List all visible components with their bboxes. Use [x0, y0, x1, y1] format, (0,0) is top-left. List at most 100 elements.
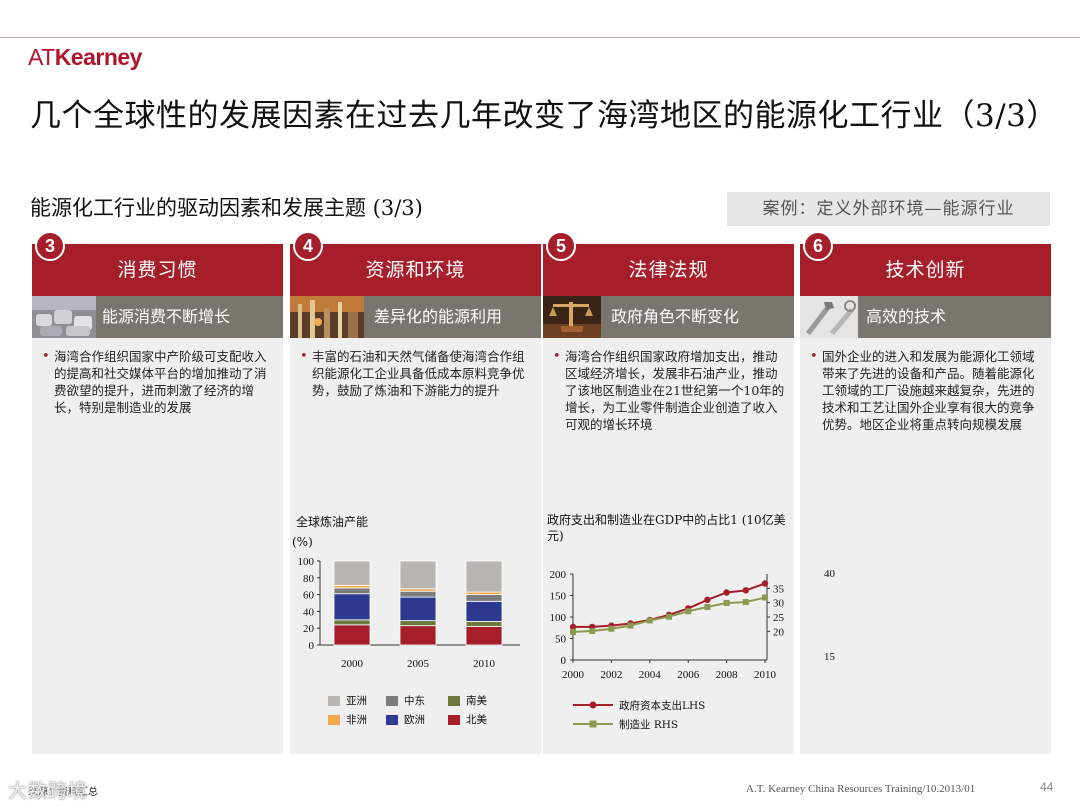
source-note: 来源：资料汇总: [28, 787, 98, 798]
column-subheading: 政府角色不断变化: [611, 307, 740, 326]
column-number-badge: 6: [803, 231, 833, 261]
x-tick-label: 2008: [716, 669, 739, 681]
y-left-tick-label: 150: [550, 591, 567, 603]
y-right-tick-label: 35: [773, 583, 785, 595]
legend-label: 中东: [404, 695, 425, 707]
refinery-photo: [290, 296, 364, 338]
legend-swatch-gov-spending: [573, 701, 613, 709]
refining-chart-title: 全球炼油产能: [296, 515, 369, 529]
column-number-badge: 3: [35, 231, 65, 261]
y-tick-label: 40: [303, 606, 315, 618]
driver-column-consumption: 3 消费习惯 能源消费不断增长 海湾合作组织国家中产阶级可支配收入的提高和社交媒…: [32, 231, 283, 754]
y-tick-label: 20: [303, 623, 315, 635]
y-tick-label: 100: [298, 556, 315, 568]
column-subheading-bar: 差异化的能源利用: [290, 296, 541, 338]
column-subheading-bar: 政府角色不断变化: [543, 296, 794, 338]
bar-segment: [465, 600, 503, 622]
y-right-tick-label: 30: [773, 598, 785, 610]
top-divider: [0, 37, 1080, 38]
legend-swatch-europe: [386, 715, 398, 725]
traffic-cars-photo: [32, 296, 96, 338]
legend-label: 政府资本支出LHS: [619, 700, 706, 712]
x-tick-label: 2004: [639, 669, 662, 681]
orphan-tick-label: 40: [824, 568, 835, 580]
bar-segment: [333, 624, 371, 646]
legend-label: 欧洲: [404, 714, 425, 726]
y-right-tick-label: 25: [773, 612, 785, 624]
legend-swatch-middle-east: [386, 696, 398, 706]
data-point: [569, 623, 577, 631]
x-tick-label: 2010: [473, 658, 496, 670]
legend-label: 亚洲: [346, 695, 367, 707]
legend-swatch-north-america: [448, 715, 460, 725]
driver-column-technology: 6 技术创新 高效的技术 国外企业的进入和发展为能源化工领域带来了先进的设备和产…: [800, 231, 1051, 754]
legend-label: 非洲: [346, 714, 367, 726]
bar-segment: [465, 560, 503, 593]
legend-swatch-manufacturing: [573, 720, 613, 728]
gavel-scales-photo: [543, 296, 601, 338]
bar-segment: [465, 621, 503, 627]
slide-subtitle: 能源化工行业的驱动因素和发展主题 (3/3): [30, 196, 423, 220]
column-heading: 消费习惯: [32, 244, 283, 296]
x-tick-label: 2000: [562, 669, 585, 681]
column-subheading-bar: 能源消费不断增长: [32, 296, 283, 338]
column-heading: 技术创新: [800, 244, 1051, 296]
spending-manufacturing-chart: 0 50 100 150 200 20 25 30 35 2000 2002 2004 2006 2008…: [550, 569, 785, 681]
data-point: [723, 589, 730, 596]
column-subheading: 能源消费不断增长: [102, 307, 231, 326]
bar-segment: [333, 619, 371, 626]
y-left-tick-label: 0: [561, 655, 567, 667]
series-line: [573, 582, 766, 628]
legend-swatch-south-america: [448, 696, 460, 706]
data-point: [685, 608, 692, 615]
x-tick-label: 2000: [341, 658, 364, 670]
column-subheading-bar: 高效的技术: [800, 296, 1051, 338]
bar-segment: [333, 587, 371, 595]
bar-segment: [465, 594, 503, 602]
legend-label: 制造业 RHS: [619, 719, 679, 731]
slide-title: 几个全球性的发展因素在过去几年改变了海湾地区的能源化工行业（3/3）: [30, 98, 1058, 134]
driver-column-regulation: 5 法律法规 政府角色不断变化 海湾合作组织国家政府增加支出，推动区域经济增长，…: [543, 231, 794, 754]
y-tick-label: 60: [303, 590, 315, 602]
tools-photo: [800, 296, 858, 338]
refining-chart-ylabel: (%): [292, 535, 313, 549]
column-heading: 法律法规: [543, 244, 794, 296]
data-point: [723, 599, 730, 606]
data-point: [608, 625, 615, 632]
data-point: [761, 580, 769, 587]
bar-segment: [399, 620, 437, 627]
legend-label: 北美: [466, 714, 487, 726]
y-left-tick-label: 50: [555, 634, 567, 646]
bar-segment: [399, 596, 437, 622]
data-point: [762, 594, 768, 601]
column-bullet: 丰富的石油和天然气储备使海湾合作组织能源化工企业具备低成本原料竞争优势，鼓励了炼…: [300, 348, 532, 399]
legend-swatch-africa: [328, 715, 340, 725]
data-point: [570, 628, 576, 635]
column-heading: 资源和环境: [290, 244, 541, 296]
bar-segment: [333, 560, 371, 586]
bar-segment: [399, 625, 437, 646]
driver-column-resources: 4 资源和环境 差异化的能源利用 丰富的石油和天然气储备使海湾合作组织能源化工企…: [290, 231, 541, 754]
column-bullet: 海湾合作组织国家中产阶级可支配收入的提高和社交媒体平台的增加推动了消费欲望的提升…: [42, 348, 274, 416]
company-logo: ATKearney: [28, 44, 142, 70]
column-bullet: 海湾合作组织国家政府增加支出，推动区域经济增长，发展非石油产业，推动了该地区制造…: [553, 348, 785, 433]
data-point: [704, 603, 711, 610]
spending-chart-title: 政府支出和制造业在GDP中的占比1 (10亿美元): [547, 513, 786, 543]
x-tick-label: 2006: [677, 669, 700, 681]
column-number-badge: 4: [293, 231, 323, 261]
x-tick-label: 2010: [754, 669, 777, 681]
data-point: [666, 613, 672, 620]
data-point: [589, 628, 596, 635]
x-tick-label: 2002: [600, 669, 622, 681]
bar-segment: [399, 590, 437, 598]
y-left-tick-label: 100: [550, 612, 567, 624]
y-tick-label: 0: [309, 640, 315, 652]
y-left-tick-label: 200: [550, 569, 567, 581]
bar-segment: [399, 560, 437, 590]
bar-segment: [465, 626, 503, 646]
data-point: [742, 599, 749, 606]
footer-text: A.T. Kearney China Resources Training/10…: [746, 783, 976, 795]
data-point: [627, 622, 634, 629]
watermark-logo: 大数跨境: [8, 780, 89, 802]
bar-segment: [333, 593, 371, 621]
